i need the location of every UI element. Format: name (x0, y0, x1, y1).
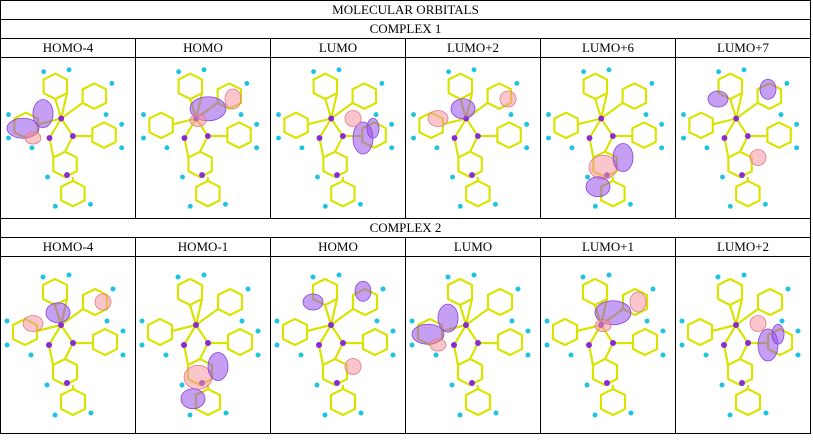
section-title: COMPLEX 2 (0, 218, 811, 238)
orbital-lobe (749, 149, 767, 166)
orbital-image-cell (270, 57, 406, 219)
orbital-lobe (612, 143, 634, 172)
table-title: MOLECULAR ORBITALS (0, 0, 811, 20)
orbital-label: LUMO+7 (675, 38, 811, 58)
orbital-image (4, 66, 126, 210)
orbital-image (139, 66, 261, 210)
orbital-image-cell (0, 57, 136, 219)
molecule (3, 271, 127, 419)
orbital-image (3, 271, 127, 419)
orbital-lobe (354, 280, 372, 302)
orbital-image (543, 271, 667, 419)
orbital-image-cell (135, 57, 271, 219)
orbital-label: LUMO (405, 237, 541, 257)
orbital-label: HOMO-1 (135, 237, 271, 257)
orbital-label: HOMO-4 (0, 38, 136, 58)
molecule (679, 66, 801, 210)
orbital-lobe (24, 131, 42, 145)
orbital-lobe (366, 117, 380, 139)
orbital-lobe (594, 319, 612, 333)
orbital-image-cell (135, 256, 271, 434)
orbital-label: HOMO (270, 237, 406, 257)
orbital-lobe (207, 352, 229, 381)
orbital-lobe (189, 114, 207, 127)
orbital-lobe (344, 110, 362, 127)
orbital-lobe (629, 291, 647, 313)
orbital-lobe (180, 388, 206, 410)
orbital-lobe (94, 293, 112, 311)
molecule (409, 66, 531, 210)
orbital-image (273, 271, 397, 419)
orbital-image (409, 66, 531, 210)
molecule (139, 66, 261, 210)
section-title: COMPLEX 1 (0, 19, 811, 39)
orbital-image-cell (540, 256, 676, 434)
orbital-lobe (32, 99, 54, 129)
orbital-label: LUMO+2 (405, 38, 541, 58)
orbital-label: LUMO+2 (675, 237, 811, 257)
orbital-lobe (450, 98, 476, 120)
orbital-lobe (759, 78, 777, 100)
orbital-image-cell (405, 57, 541, 219)
orbital-image (544, 66, 666, 210)
orbital-lobe (499, 90, 517, 108)
orbital-image-cell (0, 256, 136, 434)
orbital-lobe (427, 110, 449, 127)
orbital-lobe (437, 303, 459, 333)
orbital-lobe (429, 338, 447, 352)
orbital-lobe (22, 315, 44, 332)
orbital-image (138, 271, 262, 419)
orbital-lobe (224, 88, 242, 110)
orbital-label: LUMO+6 (540, 38, 676, 58)
orbital-table: MOLECULAR ORBITALS COMPLEX 1 HOMO-4 HOMO L… (0, 0, 811, 434)
orbital-lobe (594, 300, 632, 326)
orbital-image-cell (270, 256, 406, 434)
orbital-label: HOMO (135, 38, 271, 58)
molecule (408, 271, 532, 419)
orbital-image-cell (540, 57, 676, 219)
molecule (678, 271, 802, 419)
orbital-image (408, 271, 532, 419)
orbital-image-cell (675, 57, 811, 219)
orbital-lobe (585, 176, 611, 198)
orbital-lobe (749, 315, 767, 332)
molecule (543, 271, 667, 419)
orbital-image (678, 271, 802, 419)
orbital-image (274, 66, 396, 210)
orbital-lobe (771, 323, 785, 345)
orbital-lobe (344, 358, 362, 375)
orbital-lobe (707, 90, 729, 108)
orbital-label: HOMO-4 (0, 237, 136, 257)
molecule (274, 66, 396, 210)
orbital-lobe (45, 302, 71, 324)
molecule (273, 271, 397, 419)
orbital-label: LUMO (270, 38, 406, 58)
orbital-label: LUMO+1 (540, 237, 676, 257)
orbital-image-cell (675, 256, 811, 434)
orbital-lobe (302, 293, 324, 311)
orbital-image (679, 66, 801, 210)
orbital-image-cell (405, 256, 541, 434)
